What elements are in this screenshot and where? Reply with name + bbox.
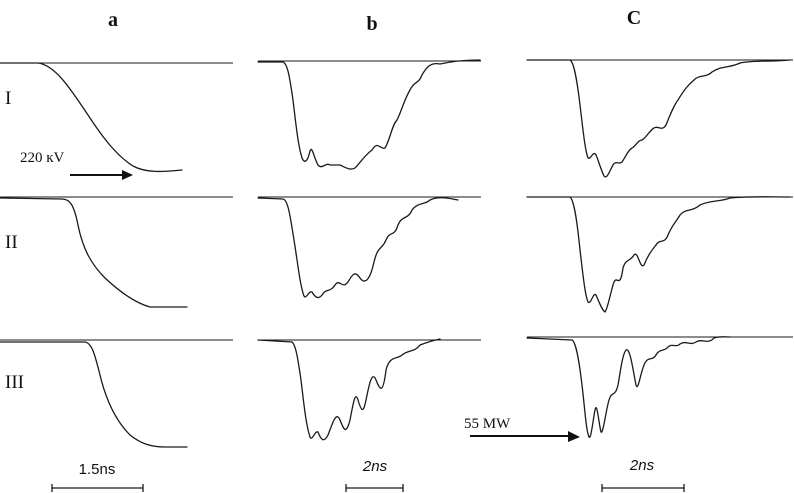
power-annotation: 55 MW (464, 416, 511, 432)
panel-c-row-1 (526, 59, 793, 178)
voltage-annotation: 220 кV (20, 150, 65, 166)
power-trace (526, 336, 731, 438)
power-trace (257, 197, 459, 299)
column-label-c: C (627, 7, 641, 29)
row-label-3: III (5, 372, 24, 393)
scale-bar-a: 1.5ns (51, 461, 144, 492)
column-label-b: b (366, 13, 377, 35)
voltage-trace (0, 197, 188, 308)
scale-bar-label-a: 1.5ns (79, 461, 116, 478)
row-label-1: I (5, 88, 11, 109)
power-trace (526, 59, 791, 178)
panel-a-row-1 (0, 62, 233, 173)
scale-bar-c: 2ns (601, 457, 685, 492)
panel-c-row-3 (526, 336, 793, 438)
panel-a-row-2 (0, 196, 233, 308)
scale-bar-label-c: 2ns (629, 457, 655, 474)
voltage-trace (0, 62, 183, 173)
power-trace (257, 59, 481, 170)
panel-a-row-3 (0, 339, 233, 448)
scale-bar-b: 2ns (345, 458, 404, 492)
panel-c-row-2 (526, 196, 793, 313)
scale-bar-label-b: 2ns (362, 458, 388, 475)
panel-b-row-2 (257, 196, 481, 299)
column-label-a: a (108, 9, 118, 31)
row-label-2: II (5, 232, 18, 253)
power-trace (257, 338, 441, 441)
voltage-trace (0, 341, 188, 448)
panel-b-row-1 (257, 59, 481, 170)
panel-b-row-3 (257, 338, 481, 441)
power-arrow-icon (470, 431, 580, 442)
voltage-arrow-icon (70, 170, 133, 180)
power-trace (526, 196, 791, 313)
